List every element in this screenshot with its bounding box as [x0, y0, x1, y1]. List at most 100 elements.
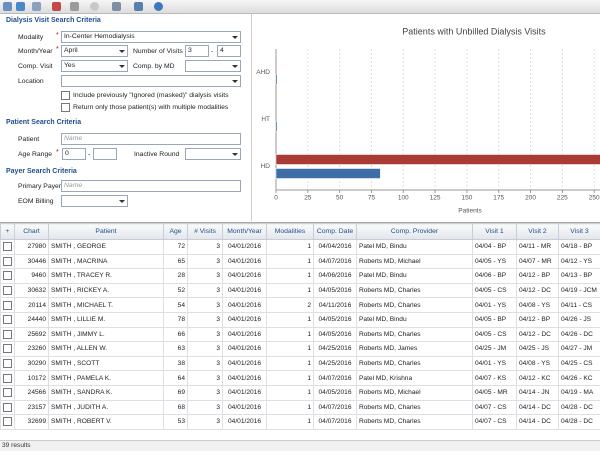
table-cell: 04/01/2016	[223, 371, 267, 386]
checkbox[interactable]	[61, 91, 70, 100]
icon[interactable]	[90, 2, 99, 11]
icon[interactable]	[16, 2, 25, 11]
icon[interactable]	[3, 2, 12, 11]
table-cell: 64	[164, 371, 188, 386]
icon[interactable]	[52, 2, 61, 11]
column-header[interactable]: Comp. Date	[314, 224, 357, 240]
column-header[interactable]: Age	[164, 224, 188, 240]
column-header[interactable]: Modalities	[267, 224, 314, 240]
x-tick-label: 200	[525, 195, 536, 202]
field-label: Modality	[18, 33, 43, 42]
table-cell: Roberts MD, James	[357, 342, 473, 357]
toolbar	[0, 0, 600, 14]
select[interactable]	[61, 75, 241, 87]
select[interactable]	[185, 148, 241, 160]
row-checkbox[interactable]	[3, 344, 12, 353]
column-header[interactable]: Visit 3	[559, 224, 600, 240]
row-checkbox[interactable]	[3, 315, 12, 324]
select[interactable]: April	[61, 45, 128, 57]
table-cell: 04/11 - MR	[517, 240, 559, 255]
table-cell: 04/01/2016	[223, 342, 267, 357]
input[interactable]: Name	[61, 133, 241, 145]
section-title: Patient Search Criteria	[6, 119, 81, 126]
column-header[interactable]: Visit 2	[517, 224, 559, 240]
table-cell: 3	[188, 356, 223, 371]
column-header[interactable]: Chart	[15, 224, 49, 240]
row-checkbox[interactable]	[3, 286, 12, 295]
row-checkbox[interactable]	[3, 374, 12, 383]
table-cell: 3	[188, 240, 223, 255]
table-cell: 04/12 - BP	[517, 312, 559, 327]
column-header[interactable]: Visit 1	[473, 224, 517, 240]
input[interactable]: 4	[217, 45, 241, 57]
field-label: Location	[18, 77, 44, 86]
select[interactable]	[185, 60, 241, 72]
table-cell: 04/26 - KC	[559, 371, 600, 386]
table-cell: 3	[188, 385, 223, 400]
row-checkbox[interactable]	[3, 403, 12, 412]
add-column-header[interactable]: +	[1, 224, 15, 240]
input[interactable]: Name	[61, 180, 241, 192]
select-cell	[1, 269, 15, 284]
row-checkbox[interactable]	[3, 242, 12, 251]
row-checkbox[interactable]	[3, 330, 12, 339]
table-cell: 04/14 - DC	[517, 415, 559, 430]
field-label: Inactive Round	[134, 150, 179, 159]
column-header[interactable]: # Visits	[188, 224, 223, 240]
chart: Patients with Unbilled Dialysis Visits P…	[252, 14, 600, 221]
icon[interactable]	[154, 2, 163, 11]
table-cell: 04/27 - JM	[559, 342, 600, 357]
icon[interactable]	[32, 2, 41, 11]
column-header[interactable]: Month/Year	[223, 224, 267, 240]
column-header[interactable]: Comp. Provider	[357, 224, 473, 240]
table-cell: Roberts MD, Charles	[357, 415, 473, 430]
checkbox[interactable]	[61, 103, 70, 112]
select[interactable]: Yes	[61, 60, 128, 72]
select-cell	[1, 327, 15, 342]
select-cell	[1, 298, 15, 313]
table-cell: 04/05 - BP	[473, 312, 517, 327]
select[interactable]	[61, 195, 128, 207]
row-checkbox[interactable]	[3, 388, 12, 397]
chart-title: Patients with Unbilled Dialysis Visits	[402, 26, 546, 36]
icon[interactable]	[134, 2, 143, 11]
table-cell: 66	[164, 327, 188, 342]
row-checkbox[interactable]	[3, 301, 12, 310]
table-cell: 1	[267, 283, 314, 298]
icon[interactable]	[112, 2, 121, 11]
icon[interactable]	[70, 2, 79, 11]
input[interactable]	[93, 148, 117, 160]
required-mark: *	[56, 46, 59, 53]
input[interactable]: 3	[185, 45, 209, 57]
row-checkbox[interactable]	[3, 257, 12, 266]
select[interactable]: In-Center Hemodialysis	[61, 31, 241, 43]
table-cell: 04/07 - KS	[473, 371, 517, 386]
column-header[interactable]: Patient	[49, 224, 164, 240]
table-cell: 04/13 - BP	[559, 269, 600, 284]
row-checkbox[interactable]	[3, 417, 12, 426]
table-cell: Roberts MD, Michael	[357, 385, 473, 400]
row-checkbox[interactable]	[3, 271, 12, 280]
table-cell: 04/01/2016	[223, 254, 267, 269]
table-cell: 04/07 - MR	[517, 254, 559, 269]
input[interactable]: 0	[62, 148, 86, 160]
table-cell: SMITH , TRACEY R.	[49, 269, 164, 284]
table-cell: 1	[267, 254, 314, 269]
table-cell: 04/06 - BP	[473, 269, 517, 284]
row-checkbox[interactable]	[3, 359, 12, 368]
